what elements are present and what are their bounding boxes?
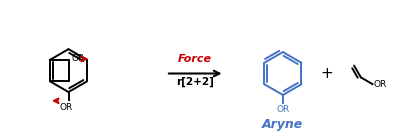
Text: Force: Force (178, 54, 212, 64)
Text: Aryne: Aryne (262, 118, 303, 131)
Text: OR: OR (276, 105, 289, 114)
Text: OR: OR (60, 103, 73, 112)
Text: +: + (320, 66, 333, 81)
Text: r[2+2]: r[2+2] (176, 76, 213, 87)
Text: OR: OR (373, 80, 386, 89)
Text: OR: OR (71, 54, 84, 63)
